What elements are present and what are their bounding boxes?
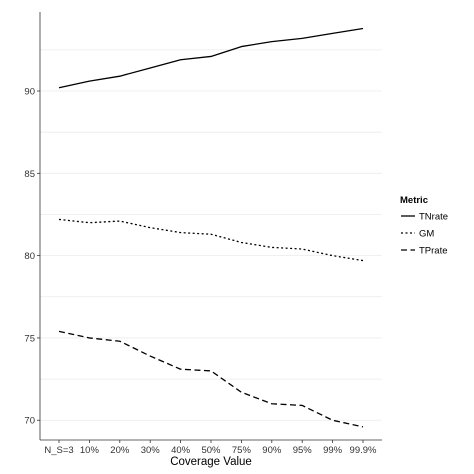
legend-items: TNrate GM TPrate [401, 212, 448, 257]
x-tick-label: 90% [262, 445, 282, 456]
x-tick-label: 99% [323, 445, 343, 456]
x-tick-label: 20% [110, 445, 130, 456]
x-tick-label: 40% [171, 445, 191, 456]
series-line-tprate [58, 330, 364, 428]
y-axis-ticks: 70 75 80 85 90 [24, 87, 40, 427]
y-tick-label: 90 [24, 87, 35, 98]
legend-label: TPrate [419, 246, 448, 257]
axes [39, 12, 382, 441]
x-axis-ticks: N_S=3 10% 20% 30% 40% 50% 75% 90% 95% 99% 99.9% [44, 440, 377, 456]
gridlines [40, 49, 382, 421]
legend: Metric TNrate GM TPrate [400, 195, 448, 257]
legend-label: TNrate [419, 212, 448, 223]
series-lines [58, 27, 364, 428]
x-tick-label: N_S=3 [44, 445, 73, 456]
legend-item-tnrate: TNrate [401, 212, 448, 223]
y-tick-label: 70 [24, 416, 35, 427]
series-line-gm [58, 218, 364, 262]
y-tick-label: 85 [24, 169, 35, 180]
legend-title: Metric [400, 195, 428, 206]
series-line-tnrate [58, 27, 364, 89]
legend-item-gm: GM [401, 229, 434, 240]
x-axis-title: Coverage Value [170, 456, 252, 468]
x-tick-label: 75% [232, 445, 252, 456]
y-tick-label: 75 [24, 333, 35, 344]
x-tick-label: 50% [201, 445, 221, 456]
x-tick-label: 30% [141, 445, 161, 456]
x-tick-label: 99.9% [350, 445, 377, 456]
legend-item-tprate: TPrate [401, 246, 448, 257]
legend-label: GM [419, 229, 434, 240]
x-tick-label: 10% [80, 445, 100, 456]
x-tick-label: 95% [293, 445, 313, 456]
y-tick-label: 80 [24, 251, 35, 262]
